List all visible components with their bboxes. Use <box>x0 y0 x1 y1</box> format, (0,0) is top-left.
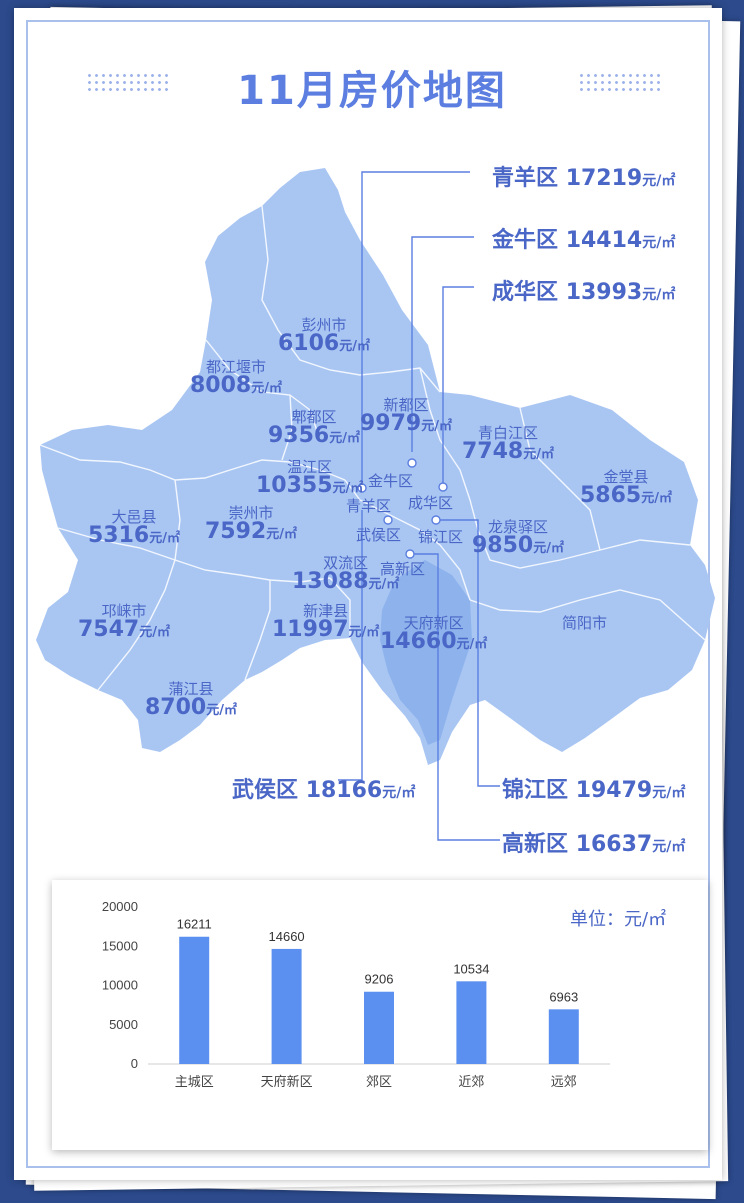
callout-qingyang: 青羊区 17219元/㎡ <box>492 166 676 191</box>
district-label-qingbaijiang: 青白江区 7748元/㎡ <box>462 424 554 464</box>
x-tick-label: 主城区 <box>175 1075 214 1090</box>
pin-gaoxin <box>405 549 415 559</box>
y-tick-label: 20000 <box>102 899 138 914</box>
district-label-jintang: 金堂县 5865元/㎡ <box>580 468 672 508</box>
y-tick-label: 5000 <box>109 1017 138 1032</box>
x-tick-label: 郊区 <box>366 1074 392 1090</box>
bar-data-label: 6963 <box>549 989 578 1004</box>
district-label-longquanyi: 龙泉驿区 9850元/㎡ <box>472 518 564 558</box>
decor-dots-right <box>578 72 664 94</box>
bar <box>271 948 302 1064</box>
chart-unit-label: 单位：元/㎡ <box>570 909 667 930</box>
district-label-xindu: 新都区 9979元/㎡ <box>360 396 452 436</box>
district-name-jinniu: 金牛区 <box>368 472 414 490</box>
bar-data-label: 14660 <box>269 929 305 944</box>
chengdu-map <box>36 168 715 841</box>
pin-wuhou <box>383 515 393 525</box>
bar-data-label: 9206 <box>365 972 394 987</box>
y-tick-label: 10000 <box>102 978 138 993</box>
district-label-xinjin: 新津县 11997元/㎡ <box>272 602 380 642</box>
callout-jinjiang: 锦江区 19479元/㎡ <box>502 778 686 803</box>
callout-chenghua: 成华区 13993元/㎡ <box>492 280 676 305</box>
district-label-chongzhou: 崇州市 7592元/㎡ <box>205 504 297 544</box>
y-tick-label: 0 <box>131 1056 138 1071</box>
callout-jinniu: 金牛区 14414元/㎡ <box>492 228 676 253</box>
x-tick-label: 近郊 <box>458 1074 484 1090</box>
district-label-pengzhou: 彭州市 6106元/㎡ <box>278 316 370 356</box>
district-label-pujiang: 蒲江县 8700元/㎡ <box>145 680 237 720</box>
callout-wuhou: 武侯区 18166元/㎡ <box>232 778 416 803</box>
leader-lines <box>338 171 500 841</box>
district-label-tianfu: 天府新区 14660元/㎡ <box>380 614 488 654</box>
pin-qingyang <box>357 483 367 493</box>
bar-data-label: 10534 <box>453 961 489 976</box>
bar <box>548 1009 579 1064</box>
pin-jinniu <box>407 458 417 468</box>
district-label-dayi: 大邑县 5316元/㎡ <box>88 508 180 548</box>
x-tick-label: 天府新区 <box>261 1074 313 1090</box>
district-name-qingyang: 青羊区 <box>346 497 392 515</box>
district-name-jinjiang: 锦江区 <box>418 528 464 546</box>
district-name-wuhou: 武侯区 <box>356 526 402 544</box>
callout-gaoxin: 高新区 16637元/㎡ <box>502 832 686 857</box>
bar <box>456 981 487 1064</box>
bar-data-label: 16211 <box>177 917 212 932</box>
bar <box>179 936 210 1064</box>
y-tick-label: 15000 <box>102 938 138 953</box>
district-name-chenghua: 成华区 <box>408 494 454 512</box>
bar <box>364 991 394 1064</box>
pin-jinjiang <box>431 515 441 525</box>
x-tick-label: 远郊 <box>551 1074 577 1090</box>
district-label-qionglai: 邛崃市 7547元/㎡ <box>78 602 170 642</box>
decor-dots-left <box>86 72 172 94</box>
district-label-shuangliu: 双流区 13088元/㎡ <box>292 554 400 594</box>
location-pins <box>357 458 448 559</box>
district-name-jianyang: 简阳市 <box>562 614 608 632</box>
district-label-wenjiang: 温江区 10355元/㎡ <box>256 458 364 498</box>
district-name-gaoxin: 高新区 <box>380 560 426 578</box>
pin-chenghua <box>438 482 448 492</box>
map-region <box>36 168 715 765</box>
page-title: 11月房价地图 <box>237 68 507 114</box>
tianfu-region <box>380 560 472 745</box>
district-label-pidu: 郫都区 9356元/㎡ <box>268 408 360 448</box>
district-label-dujiangyan: 都江堰市 8008元/㎡ <box>190 358 282 398</box>
district-borders <box>39 205 706 691</box>
